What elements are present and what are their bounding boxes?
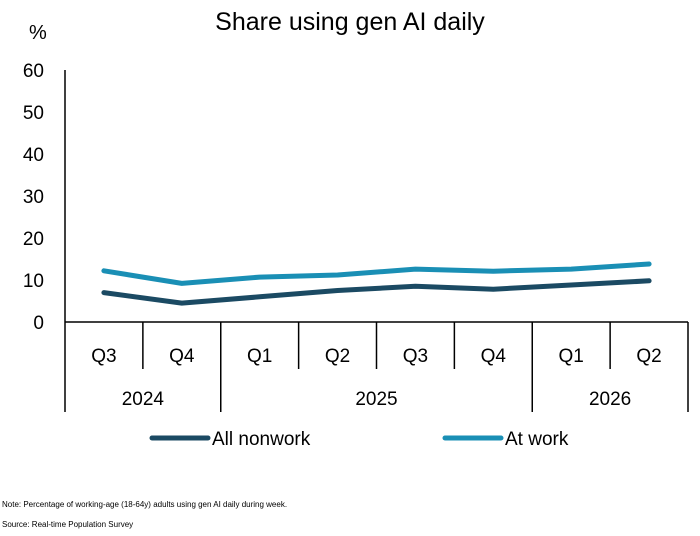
x-tick-label: Q2 [325,346,350,367]
x-tick-label: Q4 [481,346,507,367]
x-tick-label: Q2 [636,346,661,367]
x-group-label: 2024 [122,389,165,410]
x-group-label: 2026 [589,389,631,410]
chart-title: Share using gen AI daily [215,8,485,36]
y-tick-label: 10 [23,271,44,292]
footnote-source: Source: Real-time Population Survey [2,520,134,529]
series-line-all-nonwork [101,278,652,306]
x-tick-label: Q3 [403,346,428,367]
x-group-label: 2025 [355,389,397,410]
x-tick-label: Q3 [91,346,116,367]
y-tick-label: 0 [33,313,44,334]
y-tick-label: 20 [23,229,44,250]
y-tick-label: 50 [23,103,44,124]
y-tick-label: 60 [23,61,44,82]
x-tick-label: Q4 [169,346,195,367]
legend-label: At work [505,429,569,450]
series-line-at-work [101,261,652,286]
y-tick-label: 30 [23,187,44,208]
x-tick-label: Q1 [559,346,584,367]
x-tick-label: Q1 [247,346,272,367]
footnote-note: Note: Percentage of working-age (18-64y)… [2,500,288,509]
legend-label: All nonwork [212,429,311,450]
y-axis-unit-label: % [29,22,47,44]
y-tick-label: 40 [23,145,44,166]
